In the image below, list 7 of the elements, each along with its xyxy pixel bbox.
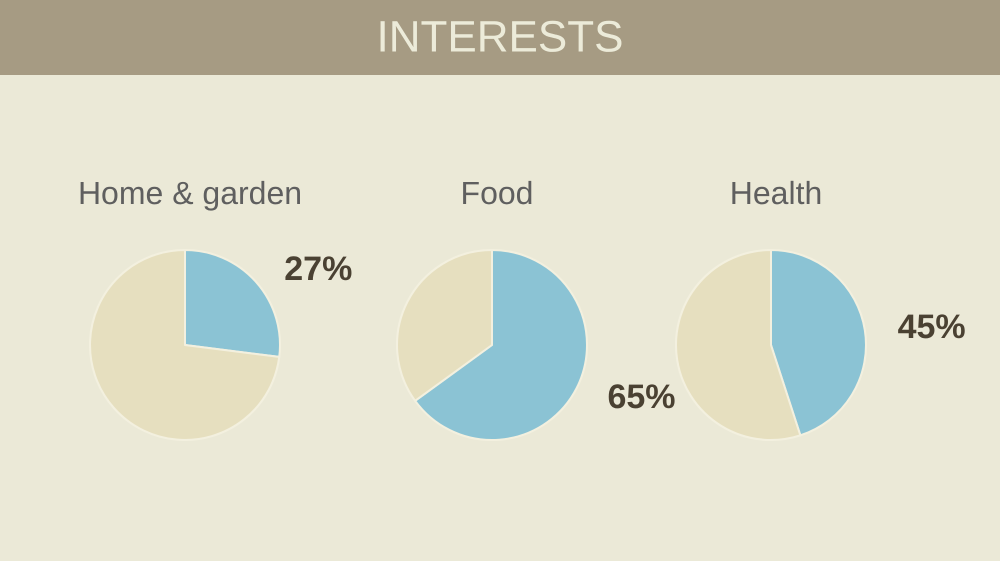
- chart-title: Health: [730, 175, 822, 211]
- data-label: 65%: [607, 378, 676, 416]
- chart-title: Home & garden: [78, 175, 302, 211]
- text: INTERESTS: [376, 12, 624, 62]
- data-label: 45%: [898, 308, 966, 346]
- chart-title: Food: [460, 175, 534, 211]
- data-label: 27%: [284, 250, 352, 288]
